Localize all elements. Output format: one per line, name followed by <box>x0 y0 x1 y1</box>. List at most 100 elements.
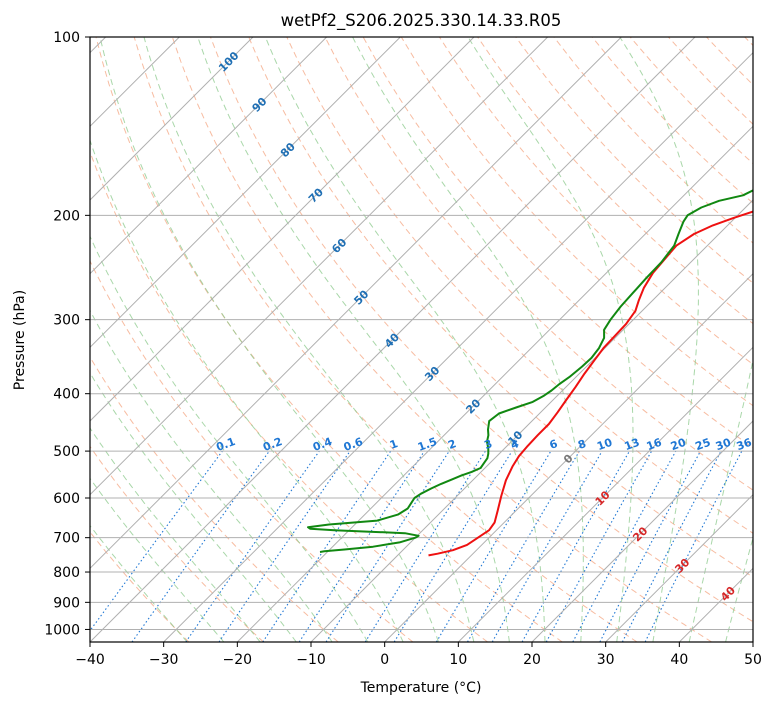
y-tick-label: 300 <box>53 313 80 329</box>
isotherm-gridline <box>310 199 753 642</box>
dry-adiabat-line <box>286 37 753 534</box>
isotherm-gridline <box>163 51 753 642</box>
isotherm-gridline <box>90 37 475 422</box>
mixing-ratio-label: 8 <box>576 437 588 452</box>
mixing-ratio-label: 4 <box>509 437 521 452</box>
dry-adiabat-line <box>90 259 414 642</box>
mixing-ratio-line <box>298 450 425 642</box>
moist-adiabat-line <box>143 37 475 642</box>
mixing-ratio-line <box>572 450 677 642</box>
isotherm-gridline <box>531 420 753 642</box>
dry-adiabat-line <box>515 37 753 284</box>
isotherm-gridline <box>90 37 549 496</box>
isotherm-gridline <box>457 346 753 642</box>
y-axis: 100 200 300 400 500 600 700 800 900 1000 <box>44 30 90 638</box>
mixing-ratio-label: 0.4 <box>311 435 334 454</box>
mixing-ratio-line <box>90 450 223 632</box>
moist-adiabat-line <box>90 427 261 642</box>
mixing-ratio-line <box>393 450 513 642</box>
y-tick-label: 700 <box>53 531 80 547</box>
isotherm-gridline <box>384 272 753 642</box>
y-tick-label: 100 <box>53 30 80 46</box>
mixing-ratio-line <box>545 450 653 642</box>
dry-adiabat-line <box>90 356 339 642</box>
y-tick-label: 200 <box>53 208 80 224</box>
mixing-ratio-label: 2 <box>446 437 458 452</box>
mixing-ratio-label: 25 <box>693 436 712 453</box>
mixing-ratio-line <box>521 450 630 642</box>
dry-adiabat-line <box>210 37 753 623</box>
mixing-ratio-label: 1 <box>388 437 400 452</box>
dry-adiabat-line <box>95 37 563 642</box>
y-axis-title: Pressure (hPa) <box>12 290 28 390</box>
moist-adiabat-line <box>197 37 510 642</box>
background-lines <box>90 37 753 642</box>
isotherm-gridline <box>90 37 696 642</box>
y-tick-label: 800 <box>53 565 80 581</box>
moist-adiabat-line <box>90 477 225 642</box>
dry-adiabat-line <box>171 37 712 642</box>
series-lines <box>307 189 753 557</box>
x-tick-label: −10 <box>296 652 326 668</box>
mixing-ratio-label: 1.5 <box>416 435 439 454</box>
dry-adiabat-line <box>324 37 753 491</box>
dry-adiabat-line <box>248 37 753 578</box>
isotherm-gridline <box>90 37 401 349</box>
chart-title: wetPf2_S206.2025.330.14.33.R05 <box>281 11 562 31</box>
x-tick-label: 40 <box>670 652 688 668</box>
grid-lines <box>90 37 753 642</box>
mixing-ratio-label: 36 <box>735 436 754 454</box>
mixing-ratio-line <box>131 450 270 642</box>
plot-frame <box>89 36 754 643</box>
mixing-ratio-label: 10 <box>595 436 614 454</box>
moist-adiabat-line <box>619 37 699 642</box>
moist-adiabat-line <box>90 371 297 642</box>
mixing-ratio-label: 20 <box>669 436 688 454</box>
y-tick-label: 400 <box>53 387 80 403</box>
x-tick-label: 0 <box>380 652 389 668</box>
isotherm-gridline <box>90 37 328 275</box>
x-tick-label: −20 <box>223 652 253 668</box>
isotherm-gridline <box>605 493 753 642</box>
x-axis-title: Temperature (°C) <box>360 680 482 696</box>
moist-adiabat-line <box>90 235 369 642</box>
x-axis: −40 −30 −20 −10 0 10 20 30 40 50 <box>75 642 762 668</box>
mixing-ratio-label: 0.1 <box>214 435 237 454</box>
x-tick-label: 30 <box>597 652 615 668</box>
temperature-profile-line <box>428 210 753 557</box>
mixing-ratio-label: 13 <box>623 436 642 453</box>
isotherm-gridline <box>90 37 254 201</box>
mixing-ratio-label: 0.6 <box>342 435 365 454</box>
x-tick-label: 10 <box>449 652 467 668</box>
dewpoint-profile-line <box>307 189 753 553</box>
x-tick-label: 50 <box>744 652 762 668</box>
mixing-ratio-label: 3 <box>482 437 494 452</box>
mixing-ratio-label: 6 <box>548 437 560 452</box>
moist-adiabat-line <box>90 138 404 642</box>
moist-adiabat-line <box>99 37 439 642</box>
mixing-ratio-line <box>325 450 450 642</box>
moist-adiabat-line <box>90 309 333 642</box>
x-tick-label: −40 <box>75 652 105 668</box>
y-tick-label: 1000 <box>44 622 80 638</box>
moist-adiabat-line <box>90 524 188 642</box>
x-tick-label: −30 <box>149 652 179 668</box>
moist-adiabat-line <box>725 536 753 642</box>
isotherm-gridline <box>90 37 622 570</box>
moist-adiabat-line <box>688 357 753 642</box>
y-tick-label: 500 <box>53 444 80 460</box>
isotherm-gridline <box>236 125 753 642</box>
mixing-ratio-label: 16 <box>645 436 664 454</box>
y-tick-label: 900 <box>53 595 80 611</box>
y-tick-label: 600 <box>53 491 80 507</box>
moist-adiabat-line <box>352 37 584 642</box>
mixing-ratio-line <box>185 450 320 642</box>
mixing-ratio-line <box>218 450 351 642</box>
moist-adiabat-line <box>264 37 546 642</box>
mixing-ratio-line <box>644 450 743 642</box>
mixing-ratio-label: 30 <box>714 436 733 454</box>
mixing-ratio-line <box>262 450 392 642</box>
dry-adiabat-line <box>90 445 264 642</box>
